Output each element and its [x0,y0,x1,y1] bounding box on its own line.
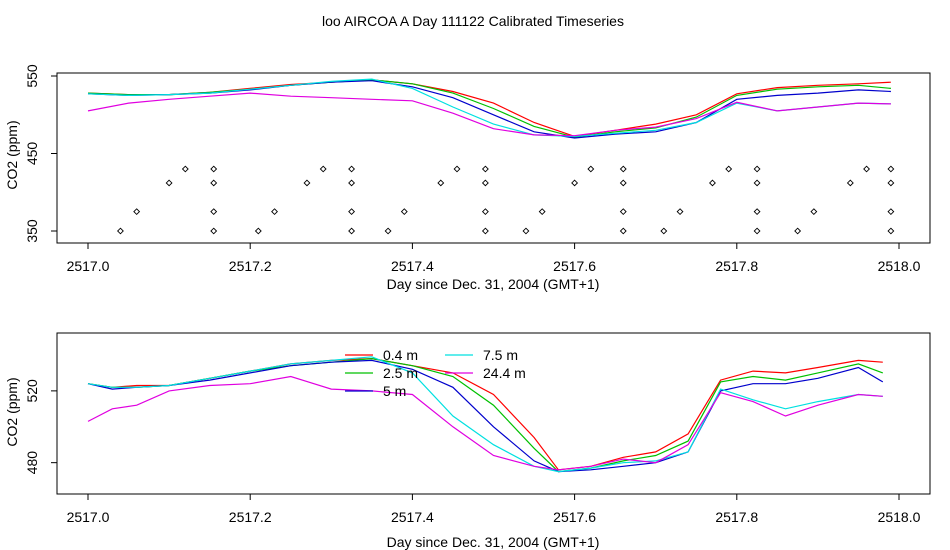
legend-label: 5 m [383,383,406,399]
data-point [210,227,218,235]
data-point [481,227,489,235]
legend-label: 7.5 m [483,347,518,363]
legend-label: 0.4 m [383,347,418,363]
y-axis-label: CO2 (ppm) [4,120,20,189]
data-point [753,179,761,187]
data-point [210,165,218,173]
data-point [348,165,356,173]
data-point [887,165,895,173]
data-point [753,165,761,173]
data-point [753,227,761,235]
y-axis-label: CO2 (ppm) [4,377,20,446]
data-point [453,165,461,173]
data-point [384,227,392,235]
data-point [254,227,262,235]
plot-marks [87,78,895,235]
data-point [619,227,627,235]
series-line-5 [87,92,891,137]
data-point [725,165,733,173]
x-tick-label: 2517.6 [553,258,596,274]
data-point [846,179,854,187]
x-axis-label: Day since Dec. 31, 2004 (GMT+1) [387,276,600,292]
data-point [709,179,716,187]
data-point [181,165,189,173]
series-line-5 [87,375,883,471]
y-tick-label: 480 [24,451,40,475]
data-point [165,179,173,187]
data-point [863,165,870,173]
timeseries-panel-full-range: 2517.0 2517.2 2517.4 2517.6 2517.8 2518.0 350… [4,64,931,292]
x-tick-label: 2517.6 [553,509,596,525]
legend-label: 24.4 m [483,365,526,381]
x-tick-label: 2517.8 [715,258,758,274]
x-tick-label: 2517.0 [67,258,110,274]
data-point [676,208,684,216]
data-point [522,227,530,235]
data-point [400,208,408,216]
y-tick-label: 450 [24,142,40,166]
y-axis: 480 520 [24,379,58,475]
series-line-4 [87,78,891,138]
x-tick-label: 2517.0 [67,509,110,525]
x-axis-label: Day since Dec. 31, 2004 (GMT+1) [387,534,600,550]
data-point [117,227,124,235]
plot-frame [56,72,931,244]
data-point [210,179,218,187]
plot-marks [87,356,884,473]
data-point [753,208,761,216]
x-tick-label: 2517.8 [715,509,758,525]
data-point [619,165,627,173]
data-point [271,208,278,216]
data-point [660,227,668,235]
y-axis: 350 450 550 [24,64,58,243]
x-tick-label: 2518.0 [878,258,921,274]
data-point [887,179,895,187]
data-point [887,208,895,216]
data-point [538,208,546,216]
x-tick-label: 2517.2 [229,509,272,525]
series-line-4 [87,356,883,473]
y-tick-label: 520 [24,379,40,403]
x-tick-label: 2517.4 [391,258,434,274]
chart-title: loo AIRCOA A Day 111122 Calibrated Times… [322,13,624,29]
data-point [303,179,311,187]
data-point [794,227,802,235]
series-line-1 [87,79,891,138]
data-point [571,179,579,187]
data-point [210,208,218,216]
data-point [348,179,356,187]
data-point [481,165,489,173]
legend-label: 2.5 m [383,365,418,381]
x-tick-label: 2517.2 [229,258,272,274]
x-axis: 2517.0 2517.2 2517.4 2517.6 2517.8 2518.0 [67,493,921,525]
data-point [437,179,445,187]
data-point [348,227,356,235]
data-point [619,208,627,216]
data-point [133,208,141,216]
y-tick-label: 350 [24,219,40,243]
timeseries-panel-zoomed: 2517.0 2517.2 2517.4 2517.6 2517.8 2518.0 480… [4,332,931,550]
y-tick-label: 550 [24,64,40,88]
data-point [481,179,489,187]
data-point [348,208,356,216]
data-point [587,165,595,173]
data-point [887,227,895,235]
data-point [319,165,327,173]
legend: 0.4 m 2.5 m 5 m 7.5 m 24.4 m [345,347,526,399]
x-tick-label: 2518.0 [878,509,921,525]
data-point [619,179,627,187]
x-tick-label: 2517.4 [391,509,434,525]
x-axis: 2517.0 2517.2 2517.4 2517.6 2517.8 2518.0 [67,242,921,274]
series-line-3 [87,359,884,473]
data-point [481,208,489,216]
data-point [810,208,818,216]
